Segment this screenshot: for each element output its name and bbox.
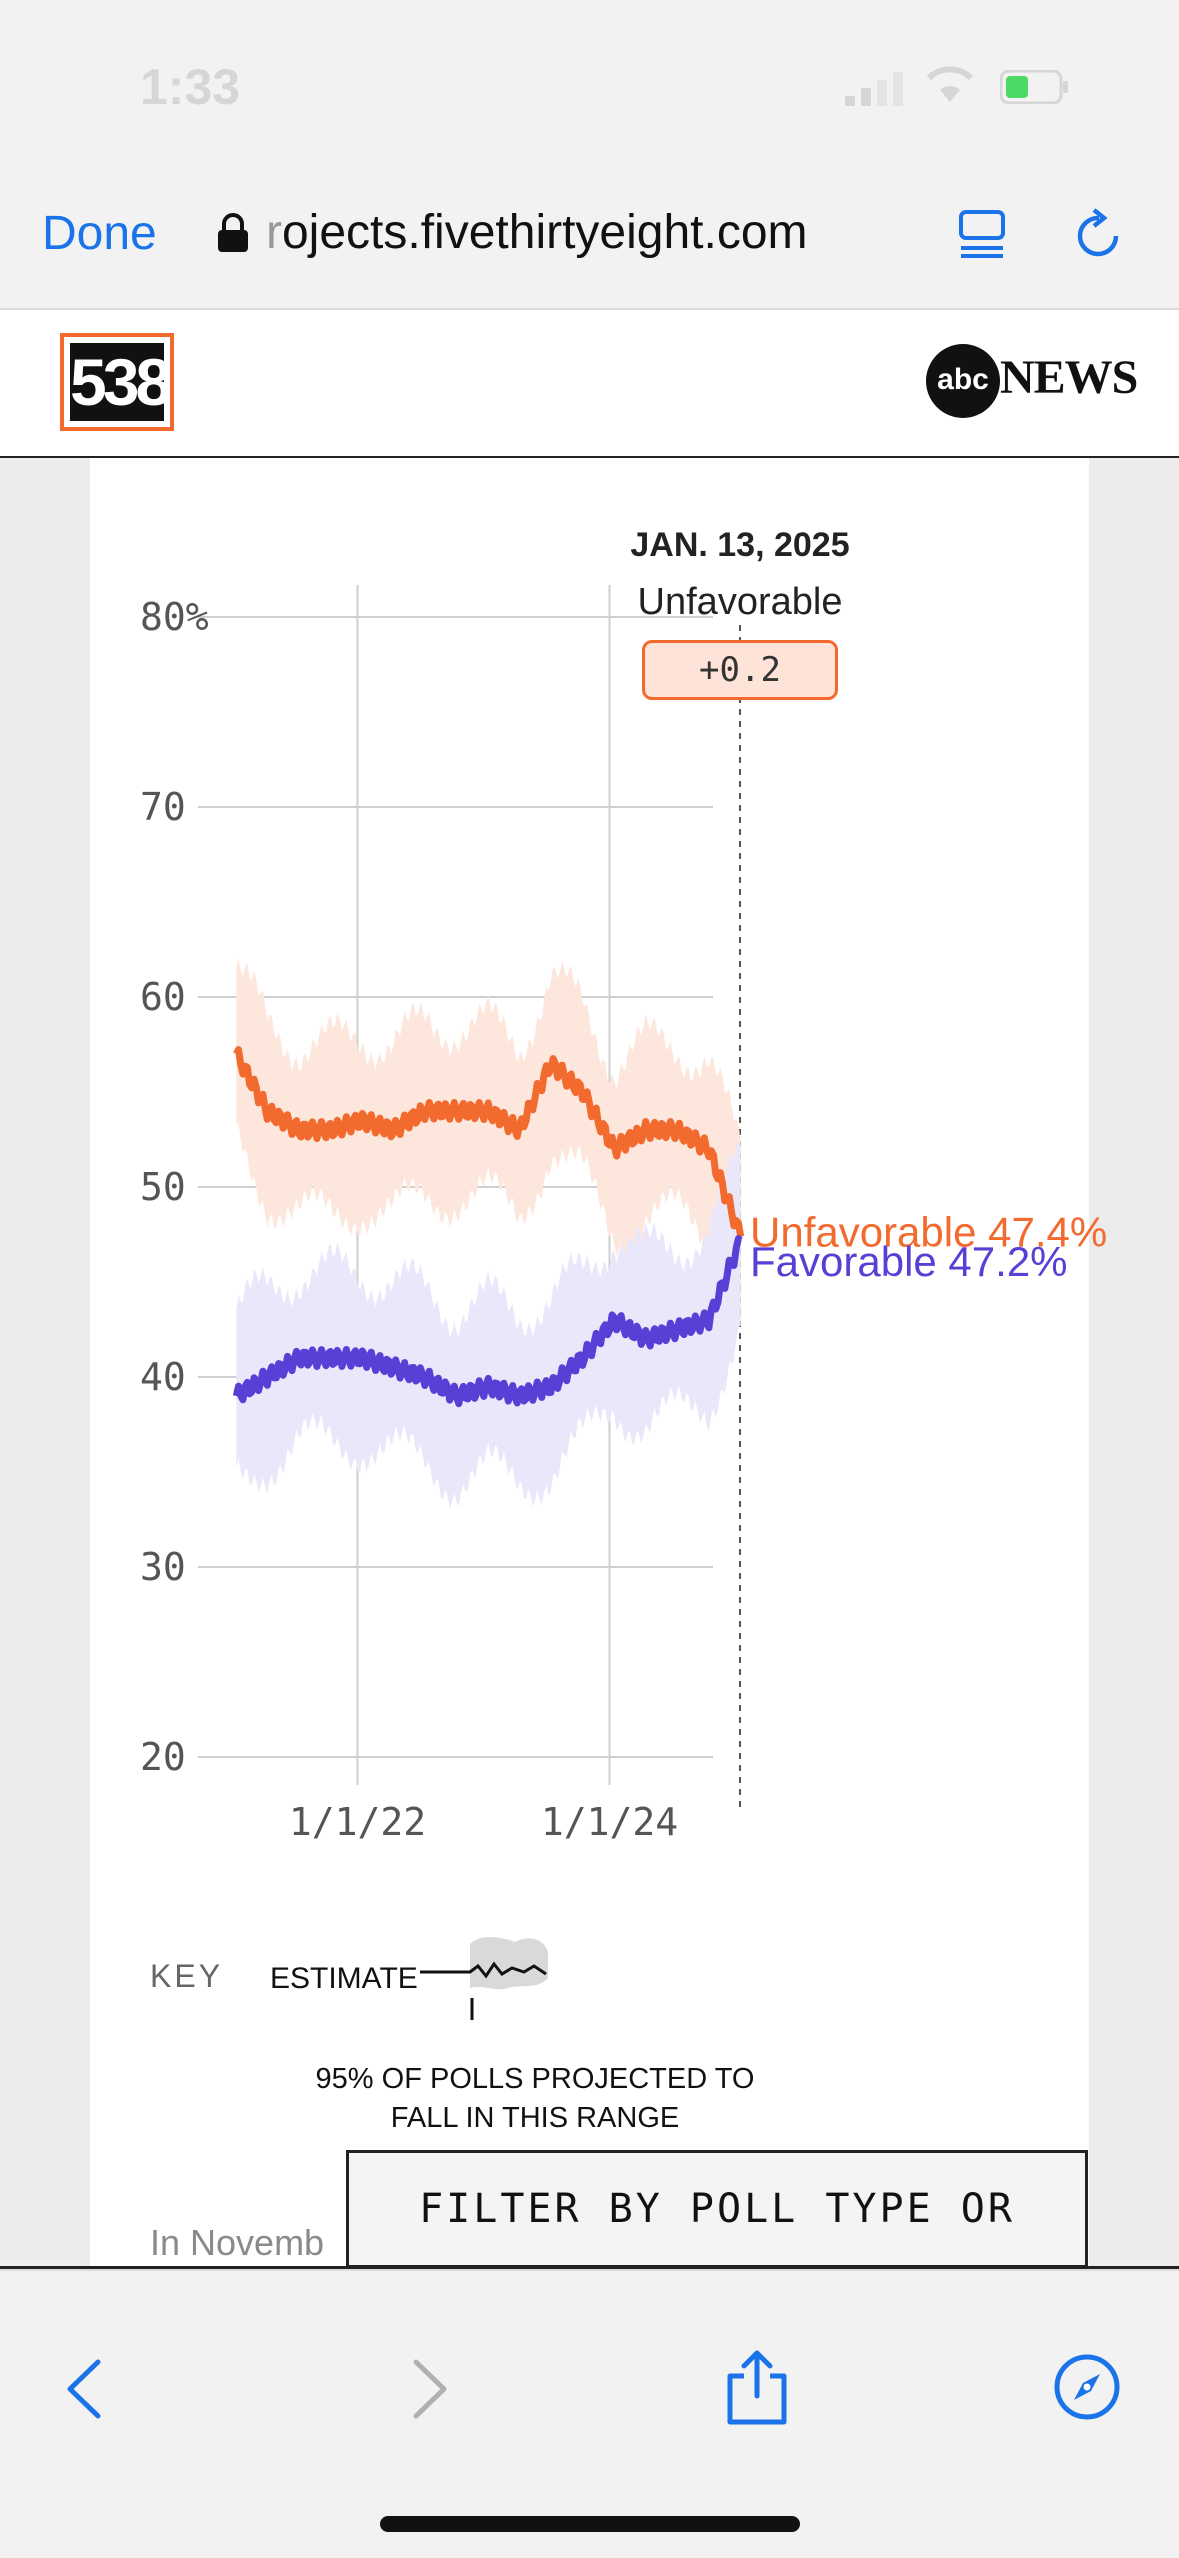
y-tick-label-60: 60 — [140, 975, 186, 1019]
status-time: 1:33 — [140, 59, 241, 115]
battery-icon — [1000, 70, 1068, 104]
y-tick-label-20: 20 — [140, 1735, 186, 1779]
signal-icon — [845, 72, 903, 106]
series-lines — [232, 1046, 745, 1408]
y-tick-label-70: 70 — [140, 785, 186, 829]
forward-icon[interactable] — [392, 2354, 462, 2424]
x-tick-label-0: 1/1/22 — [289, 1800, 426, 1844]
compass-icon[interactable] — [1052, 2352, 1122, 2422]
tooltip-diff-badge: +0.2 — [642, 640, 838, 700]
chart-labels: 80% 70 60 50 40 30 20 1/1/22 1/1/24 Unfavorable 4… — [140, 526, 1107, 1844]
tooltip-series: Unfavorable — [638, 581, 843, 623]
done-button[interactable]: Done — [42, 207, 157, 260]
y-tick-label-80: 80% — [140, 595, 209, 639]
filter-poll-type-button[interactable]: FILTER BY POLL TYPE OR STATE — [346, 2150, 1088, 2344]
key-label: KEY — [150, 1958, 224, 1994]
band-unfavorable — [236, 958, 741, 1322]
url-faded-text: r — [266, 206, 282, 259]
share-icon[interactable] — [720, 2350, 794, 2426]
status-bar: 1:33 — [0, 0, 1179, 170]
lock-icon — [218, 213, 248, 252]
key-range-line2: FALL IN THIS RANGE — [390, 2102, 680, 2134]
line-unfavorable — [233, 1046, 745, 1237]
y-tick-label-30: 30 — [140, 1545, 186, 1589]
back-icon[interactable] — [52, 2354, 122, 2424]
key-estimate-label: ESTIMATE — [270, 1962, 418, 1995]
favorability-chart[interactable]: 80% 70 60 50 40 30 20 1/1/22 1/1/24 Unfavorable 4… — [0, 0, 1179, 1900]
x-tick-label-1: 1/1/24 — [541, 1800, 678, 1844]
reload-icon[interactable] — [1072, 206, 1126, 262]
browser-toolbar — [0, 2269, 1179, 2558]
y-tick-label-50: 50 — [140, 1165, 186, 1209]
abc-news-wordmark: NEWS — [1000, 351, 1138, 404]
y-tick-label-40: 40 — [140, 1355, 186, 1399]
key-range-label: 95% OF POLLS PROJECTED TO FALL IN THIS R… — [280, 2060, 790, 2138]
url-field[interactable]: rojects.fivethirtyeight.com — [266, 205, 808, 260]
tooltip-date: JAN. 13, 2025 — [630, 526, 849, 564]
line-favorable — [232, 1235, 743, 1408]
band-favorable — [236, 1139, 741, 1509]
key-range-line1: 95% OF POLLS PROJECTED TO — [315, 2063, 755, 2095]
logo-text: 538 — [70, 343, 172, 421]
intro-text: In Novemb — [150, 2222, 325, 2263]
end-label-unfavorable: Unfavorable 47.4% — [750, 1208, 1107, 1255]
reader-tabs-icon[interactable] — [957, 208, 1007, 260]
home-indicator — [380, 2516, 800, 2532]
fivethirtyeight-logo[interactable]: 538 — [60, 333, 174, 431]
confidence-bands — [236, 958, 741, 1509]
page-divider — [0, 2266, 1179, 2269]
key-graphic — [420, 1937, 548, 2020]
abc-logo[interactable]: abc — [926, 344, 1000, 418]
url-text: ojects.fivethirtyeight.com — [281, 206, 808, 259]
wifi-icon — [926, 66, 974, 102]
end-label-favorable: Favorable 47.2% — [750, 1238, 1068, 1285]
